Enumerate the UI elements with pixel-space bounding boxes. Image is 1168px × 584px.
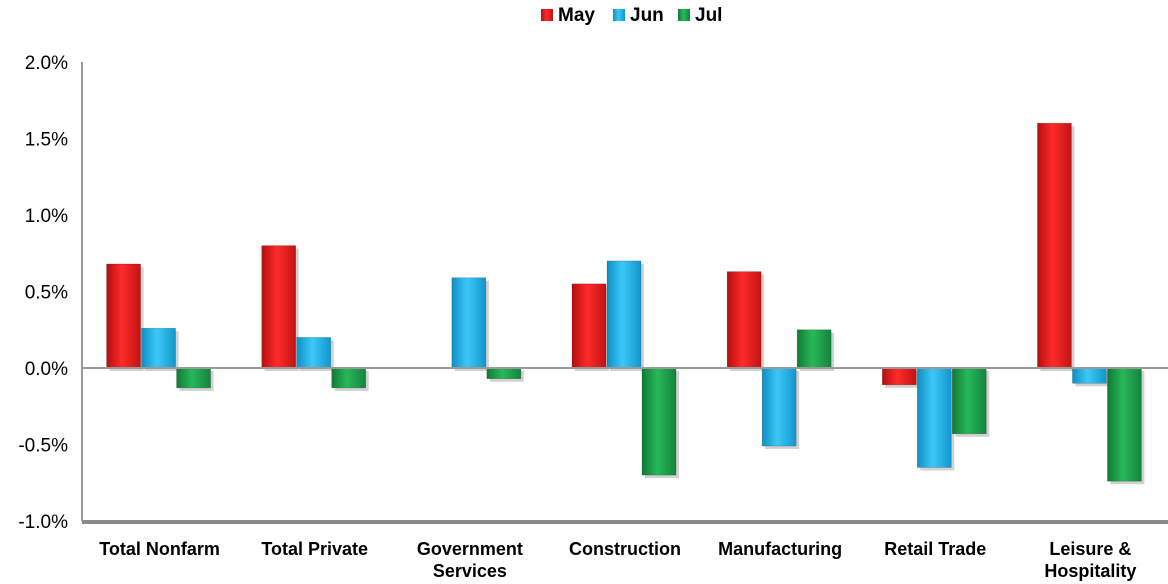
legend-label-jun: Jun: [630, 5, 664, 26]
bar-jul: [1107, 367, 1142, 482]
y-tick-label: 1.0%: [25, 206, 68, 227]
y-tick-label: -0.5%: [18, 436, 68, 457]
legend-swatch-may: [541, 9, 553, 21]
bar-may: [1037, 122, 1072, 369]
legend-label-may: May: [558, 5, 595, 26]
bar-jun: [916, 367, 952, 468]
bar-jul: [486, 367, 522, 380]
legend-swatch-jul: [678, 9, 690, 21]
bar-jun: [606, 260, 642, 369]
y-tick-label: 0.5%: [25, 283, 68, 304]
bar-jun: [296, 337, 332, 369]
bar-jul: [641, 367, 677, 476]
bar-may: [881, 367, 917, 386]
y-tick-label: 1.5%: [25, 130, 68, 151]
category-label: Total Nonfarm: [99, 539, 220, 559]
y-tick-label: 0.0%: [25, 359, 68, 380]
category-label: Total Private: [261, 539, 368, 559]
category-label: Retail Trade: [884, 539, 986, 559]
bar-jul: [951, 367, 987, 435]
legend: May Jun Jul: [541, 5, 722, 26]
bar-may: [106, 263, 141, 369]
bar-jun: [451, 277, 487, 369]
bar-jul: [176, 367, 211, 389]
bars: [106, 122, 1145, 485]
x-axis: Total Nonfarm Total Private Government Serv…: [82, 367, 1168, 581]
bar-jun: [1072, 367, 1107, 384]
bar-jul: [796, 329, 832, 369]
y-tick-label: -1.0%: [18, 512, 68, 533]
category-label: Leisure & Hospitality: [1044, 539, 1136, 581]
category-label: Construction: [569, 539, 681, 559]
category-label: Manufacturing: [718, 539, 842, 559]
category-label: Government Services: [417, 539, 523, 581]
bar-jul: [331, 367, 367, 389]
bar-may: [261, 245, 297, 369]
bar-jun: [761, 367, 797, 447]
bar-jun: [141, 327, 176, 369]
bar-may: [571, 283, 607, 369]
bar-may: [726, 271, 762, 369]
y-axis: 2.0% 1.5% 1.0% 0.5% 0.0% -0.5% -1.0%: [18, 53, 83, 533]
y-tick-label: 2.0%: [25, 53, 68, 74]
legend-label-jul: Jul: [695, 5, 722, 26]
legend-swatch-jun: [613, 9, 625, 21]
